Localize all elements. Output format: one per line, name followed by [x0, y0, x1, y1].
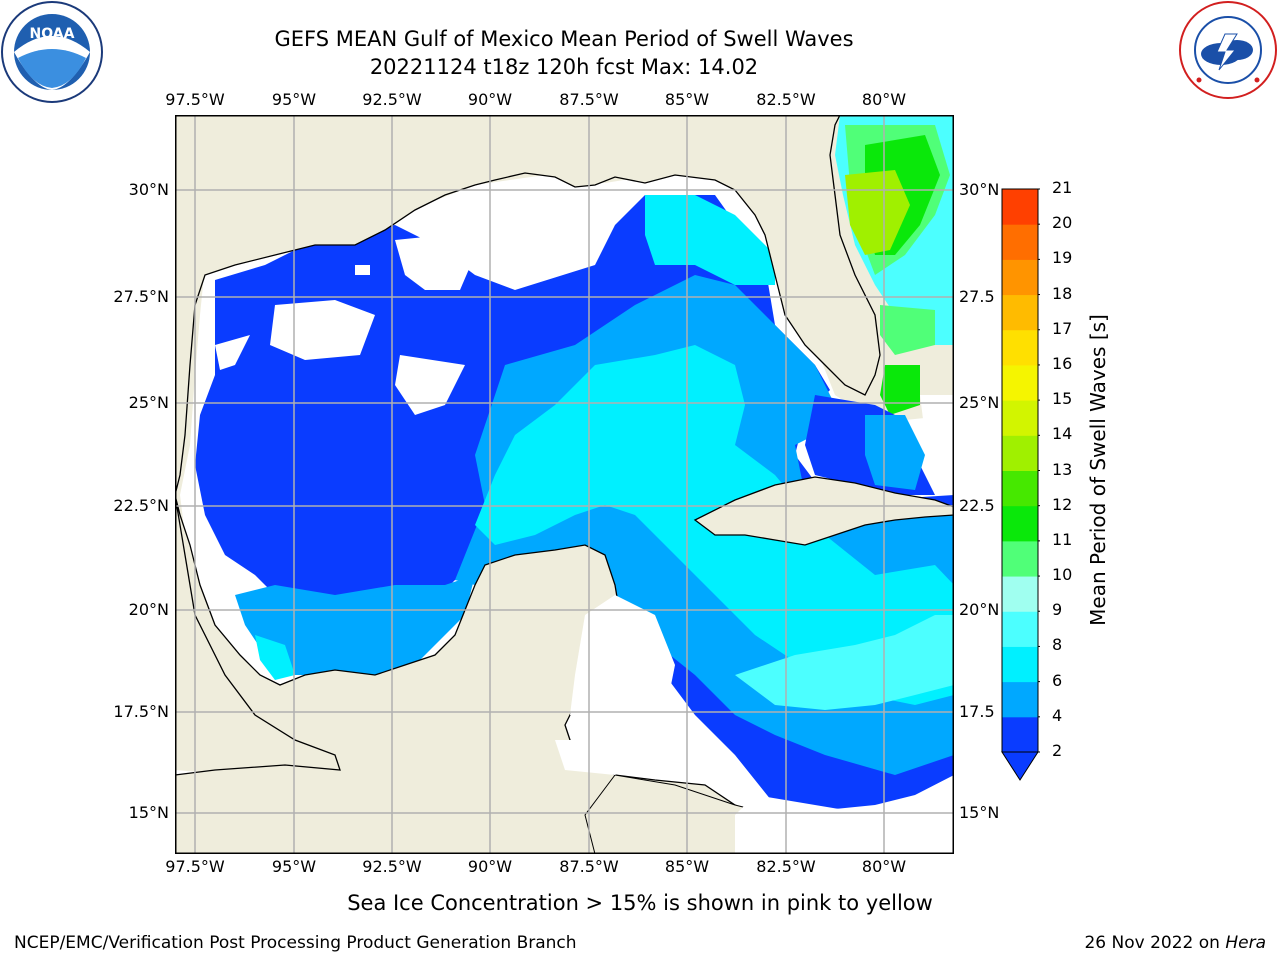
- footer-credit: NCEP/EMC/Verification Post Processing Pr…: [14, 933, 577, 953]
- noaa-logo-text: NOAA: [30, 26, 75, 42]
- colorbar-segment: [1002, 611, 1038, 647]
- us-coast-land: [175, 115, 954, 496]
- no-data-patch: [355, 265, 370, 275]
- cuba-land: [693, 476, 954, 546]
- no-data-patch: [395, 235, 475, 290]
- colorbar-tick-label: 13: [1052, 459, 1073, 479]
- lon-label-top: 92.5°W: [362, 90, 422, 109]
- lon-label-bottom: 95°W: [271, 857, 317, 876]
- colorbar-tick-label: 12: [1052, 494, 1073, 514]
- no-data-patch: [215, 335, 250, 370]
- sea-ice-caption-text: Sea Ice Concentration > 15% is shown in …: [347, 891, 933, 915]
- colorbar-segment: [1002, 505, 1038, 542]
- swell-band-4-6: [865, 415, 925, 490]
- lon-label-bottom: 90°W: [467, 857, 513, 876]
- footer-date-text: 26 Nov 2022 on: [1084, 933, 1220, 953]
- colorbar-tick-label: 17: [1052, 318, 1073, 338]
- lat-label-right: 25°N: [959, 393, 1000, 412]
- footer-host: Hera: [1225, 933, 1266, 953]
- no-data-patch: [270, 300, 375, 360]
- graticule: [175, 115, 954, 854]
- colorbar-segment: [1002, 294, 1038, 331]
- colorbar: [1001, 188, 1040, 781]
- sea-ice-caption: Sea Ice Concentration > 15% is shown in …: [0, 891, 1280, 915]
- swell-band-6-8: [645, 195, 775, 285]
- colorbar-segment: [1002, 189, 1038, 225]
- lon-label-top: 80°W: [861, 90, 907, 109]
- lat-label-right: 27.5: [959, 287, 995, 306]
- footer-date: 26 Nov 2022 on Hera: [1084, 933, 1266, 953]
- lat-label-left: 15°N: [128, 803, 169, 822]
- nws-logo: [1179, 1, 1277, 99]
- colorbar-segment: [1002, 681, 1038, 718]
- colorbar-segment: [1002, 259, 1038, 296]
- lon-label-bottom: 87.5°W: [559, 857, 619, 876]
- colorbar-tick-label: 10: [1052, 565, 1073, 585]
- lat-label-left: 30°N: [128, 180, 169, 199]
- colorbar-segment: [1002, 540, 1038, 577]
- colorbar-tick-label: 20: [1052, 213, 1073, 233]
- colorbar-segment: [1002, 364, 1038, 401]
- colorbar-segment: [1002, 470, 1038, 507]
- colorbar-tick-label: 6: [1052, 670, 1063, 690]
- lat-label-left: 27.5°N: [113, 287, 169, 306]
- lat-label-left: 17.5°N: [113, 702, 169, 721]
- no-data-patch: [395, 355, 465, 415]
- map-panel: [175, 115, 954, 854]
- colorbar-segment: [1002, 716, 1038, 753]
- colorbar-segment: [1002, 329, 1038, 366]
- colorbar-extend-min: [1001, 751, 1039, 781]
- lon-label-bottom: 92.5°W: [362, 857, 422, 876]
- lat-label-right: 17.5: [959, 702, 995, 721]
- swell-band-4-6: [235, 575, 475, 675]
- colorbar-tick-label: 9: [1052, 600, 1063, 620]
- lon-label-top: 87.5°W: [559, 90, 619, 109]
- colorbar-tick-label: 2: [1052, 741, 1063, 760]
- lon-label-top: 95°W: [271, 90, 317, 109]
- swell-band-8-9: [735, 615, 954, 710]
- colorbar-segment: [1002, 400, 1038, 436]
- colorbar-label: Mean Period of Swell Waves [s]: [1086, 314, 1110, 626]
- no-data-patch: [920, 395, 954, 495]
- lon-label-top: 90°W: [467, 90, 513, 109]
- caribbean-no-data: [555, 740, 645, 775]
- colorbar-tick-label: 19: [1052, 248, 1073, 268]
- colorbar-tick-label: 4: [1052, 705, 1063, 725]
- colorbar-segment: [1002, 435, 1038, 471]
- lat-label-right: 15°N: [959, 803, 1000, 822]
- colorbar-segment: [1002, 646, 1038, 683]
- colorbar-tick-label: 18: [1052, 283, 1073, 303]
- lat-label-right: 20°N: [959, 600, 1000, 619]
- lon-label-bottom: 85°W: [664, 857, 710, 876]
- colorbar-tick-label: 21: [1052, 178, 1073, 197]
- lon-label-top: 97.5°W: [165, 90, 225, 109]
- colorbar-tick-label: 15: [1052, 389, 1073, 409]
- lon-label-top: 82.5°W: [756, 90, 816, 109]
- swell-band-10-11: [880, 305, 935, 355]
- colorbar-tick-label: 8: [1052, 635, 1063, 655]
- lat-label-right: 30°N: [959, 180, 1000, 199]
- lat-label-left: 20°N: [128, 600, 169, 619]
- colorbar-tick-label: 11: [1052, 529, 1073, 549]
- noaa-logo: NOAA: [1, 1, 103, 103]
- lon-label-bottom: 80°W: [861, 857, 907, 876]
- lat-label-left: 25°N: [128, 393, 169, 412]
- chart-subtitle: 20221124 t18z 120h fcst Max: 14.02: [369, 55, 759, 79]
- colorbar-segment: [1002, 224, 1038, 260]
- swell-band-6-8: [255, 635, 295, 680]
- lon-label-bottom: 82.5°W: [756, 857, 816, 876]
- lat-label-right: 22.5: [959, 496, 995, 515]
- yucatan-no-data: [570, 595, 675, 725]
- swell-band-12-13: [845, 170, 910, 255]
- lat-label-left: 22.5°N: [113, 496, 169, 515]
- lon-label-top: 85°W: [664, 90, 710, 109]
- colorbar-tick-label: 16: [1052, 353, 1073, 373]
- colorbar-tick-label: 14: [1052, 424, 1073, 444]
- chart-title: GEFS MEAN Gulf of Mexico Mean Period of …: [274, 27, 854, 51]
- no-data-patch: [735, 795, 954, 854]
- colorbar-segment: [1002, 576, 1038, 612]
- lon-label-bottom: 97.5°W: [165, 857, 225, 876]
